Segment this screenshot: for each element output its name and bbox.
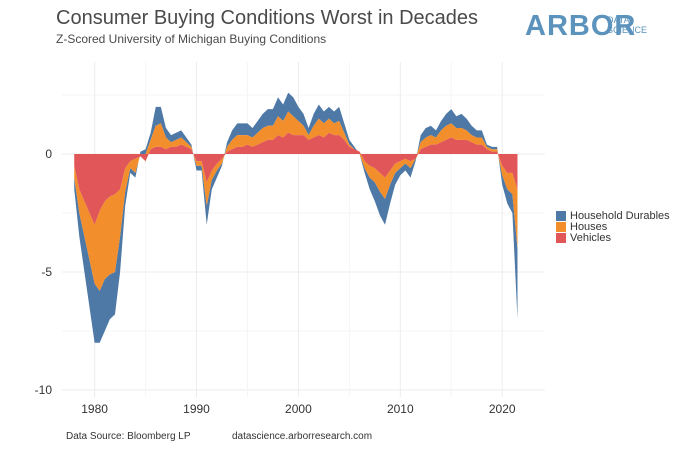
chart-title: Consumer Buying Conditions Worst in Deca… <box>56 7 479 29</box>
x-tick-label: 1990 <box>183 402 210 416</box>
logo-subtitle: DATA SCIENCE <box>607 15 667 35</box>
y-tick-label: 0 <box>45 147 52 161</box>
y-tick-label: -10 <box>35 383 53 397</box>
legend-label-durables: Household Durables <box>570 209 670 222</box>
x-tick-label: 2000 <box>285 402 312 416</box>
logo-sub-science: SCIENCE <box>607 25 648 35</box>
legend: Household Durables Houses Vehicles <box>556 209 670 244</box>
vehicles-area <box>74 132 518 225</box>
legend-item-houses: Houses <box>556 220 670 233</box>
x-tick-label: 2010 <box>387 402 414 416</box>
legend-label-vehicles: Vehicles <box>570 231 611 244</box>
x-tick-label: 1980 <box>81 402 108 416</box>
legend-item-durables: Household Durables <box>556 209 670 222</box>
x-tick-label: 2020 <box>489 402 516 416</box>
legend-swatch-houses <box>556 221 566 232</box>
legend-swatch-durables <box>556 210 566 221</box>
legend-item-vehicles: Vehicles <box>556 231 670 244</box>
data-source-note: Data Source: Bloomberg LP <box>66 431 191 442</box>
logo-sub-data: DATA <box>607 15 630 25</box>
y-tick-label: -5 <box>41 265 52 279</box>
logo-word: ARBOR <box>525 10 637 42</box>
legend-label-houses: Houses <box>570 220 608 233</box>
chart-subtitle: Z-Scored University of Michigan Buying C… <box>56 32 327 46</box>
legend-swatch-vehicles <box>556 232 566 243</box>
website-url: datascience.arborresearch.com <box>232 431 373 442</box>
